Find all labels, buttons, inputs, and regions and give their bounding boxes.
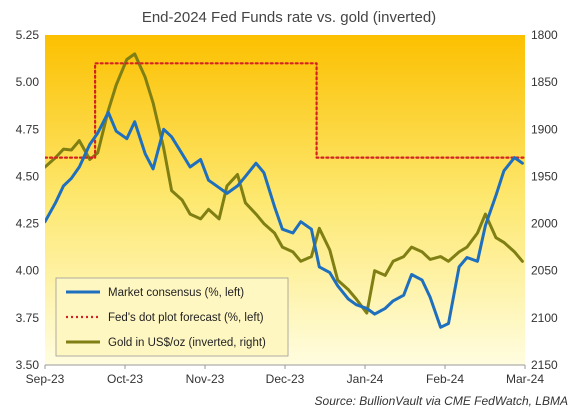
x-tick-label: Jan-24 — [347, 372, 384, 386]
y-right-tick-label: 2100 — [531, 311, 558, 325]
series-line-dot-plot — [45, 62, 525, 159]
series-line-market-consensus — [45, 110, 524, 329]
series-lines — [45, 52, 525, 329]
y-left-tick-label: 5.00 — [16, 75, 40, 89]
y-right-tick-label: 2000 — [531, 217, 558, 231]
y-left-tick-label: 4.50 — [16, 169, 40, 183]
x-tick-label: Dec-23 — [266, 372, 305, 386]
x-tick-label: Oct-23 — [107, 372, 143, 386]
legend-label-market: Market consensus (%, left) — [108, 287, 244, 299]
y-left-tick-label: 3.75 — [16, 311, 40, 325]
chart-title: End-2024 Fed Funds rate vs. gold (invert… — [142, 9, 436, 26]
y-left-tick-label: 4.25 — [16, 217, 40, 231]
legend-label-gold: Gold in US$/oz (inverted, right) — [108, 337, 266, 349]
y-right-tick-label: 1950 — [531, 169, 558, 183]
y-left-tick-label: 4.75 — [16, 122, 40, 136]
x-tick-label: Feb-24 — [426, 372, 464, 386]
source-note: Source: BullionVault via CME FedWatch, L… — [315, 394, 568, 408]
legend-label-dotplot: Fed's dot plot forecast (%, left) — [108, 312, 264, 324]
y-right-tick-label: 2050 — [531, 264, 558, 278]
series-line-gold — [45, 52, 524, 315]
x-tick-label: Mar-24 — [506, 372, 544, 386]
axes: 3.50 3.75 4.00 4.25 4.50 4.75 5.00 5.25 2150 2100… — [16, 28, 558, 386]
legend: Market consensus (%, left) Fed's dot plo… — [55, 277, 289, 357]
y-right-tick-label: 1800 — [531, 28, 558, 42]
y-left-tick-label: 5.25 — [16, 28, 40, 42]
y-right-tick-label: 1850 — [531, 75, 558, 89]
y-right-tick-label: 1900 — [531, 122, 558, 136]
y-left-tick-label: 4.00 — [16, 264, 40, 278]
y-left-tick-label: 3.50 — [16, 358, 40, 372]
x-tick-label: Sep-23 — [26, 372, 65, 386]
x-tick-label: Nov-23 — [186, 372, 225, 386]
y-right-tick-label: 2150 — [531, 358, 558, 372]
